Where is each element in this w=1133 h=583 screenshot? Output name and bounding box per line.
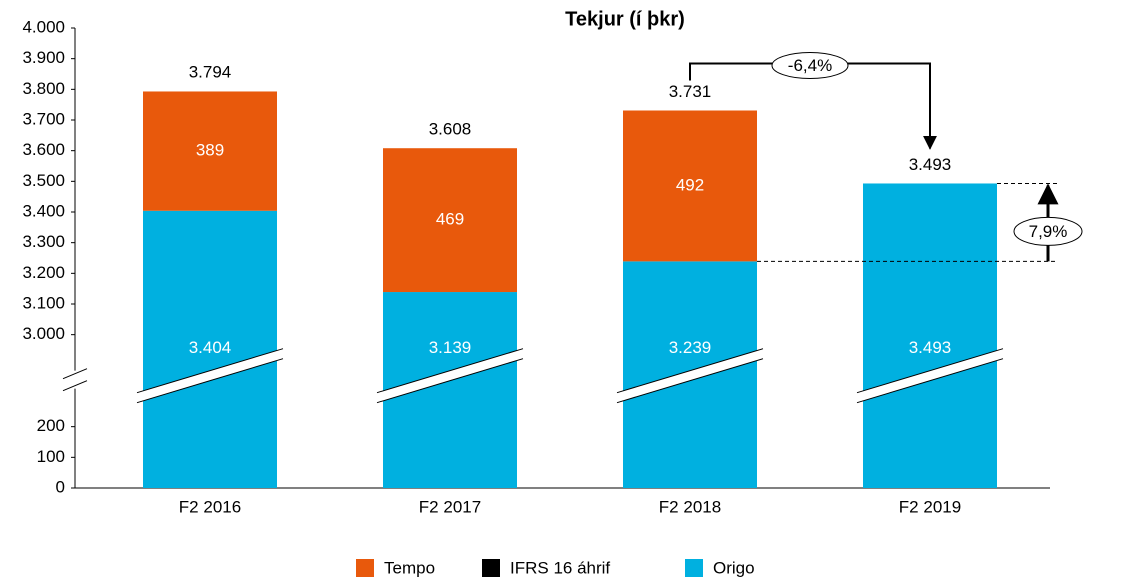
y-tick-label: 200 [37,416,65,435]
bar-value-label: 469 [436,210,464,229]
bar-break [377,348,523,403]
bar-break [616,358,764,404]
bar-segment [863,183,997,489]
bar-value-label: 3.139 [429,338,472,357]
total-label: 3.731 [669,82,712,101]
y-tick-label: 3.000 [22,324,65,343]
y-tick-label: 4.000 [22,17,65,36]
axis-break [62,368,88,380]
y-tick-label: 3.300 [22,232,65,251]
bar-segment [143,91,277,211]
bar-segment [143,210,277,489]
annotation-bubble [1013,216,1083,246]
x-tick-label: F2 2018 [659,497,721,516]
annotation-text: -6,4% [788,56,832,75]
annotation-text: 7,9% [1029,222,1068,241]
x-tick-label: F2 2016 [179,497,241,516]
bar-value-label: 3.239 [669,338,712,357]
bar-break [617,348,763,403]
y-tick-label: 100 [37,447,65,466]
bar-break [137,348,283,403]
bar-break [856,348,1004,394]
bar-segment [383,148,517,293]
total-label: 3.794 [189,63,232,82]
legend-label: IFRS 16 áhrif [510,558,610,577]
y-tick-label: 0 [56,477,65,496]
bar-break [376,348,524,394]
legend-swatch [356,559,374,577]
bar-value-label: 3.493 [909,338,952,357]
total-label: 3.608 [429,120,472,139]
y-tick-label: 3.900 [22,48,65,67]
y-tick-label: 3.100 [22,293,65,312]
y-tick-label: 3.700 [22,109,65,128]
y-tick-label: 3.200 [22,263,65,282]
bar-value-label: 492 [676,175,704,194]
legend-label: Tempo [384,558,435,577]
x-tick-label: F2 2017 [419,497,481,516]
bar-break [616,348,764,394]
total-label: 3.493 [909,155,952,174]
y-tick-label: 3.800 [22,79,65,98]
y-tick-label: 3.600 [22,140,65,159]
bar-value-label: 3.404 [189,338,232,357]
x-tick-label: F2 2019 [899,497,961,516]
axis-break [62,380,88,392]
annotation-bubble [771,51,849,79]
legend-swatch [685,559,703,577]
bar-segment [623,110,757,262]
y-tick-label: 3.400 [22,201,65,220]
legend-label: Origo [713,558,755,577]
bar-break [136,358,284,404]
y-tick-label: 3.500 [22,171,65,190]
bar-break [856,358,1004,404]
chart-title: Tekjur (í þkr) [565,8,685,30]
legend-swatch [482,559,500,577]
bar-break [376,358,524,404]
bar-break [857,348,1003,403]
bar-value-label: 389 [196,141,224,160]
bar-break [136,348,284,394]
